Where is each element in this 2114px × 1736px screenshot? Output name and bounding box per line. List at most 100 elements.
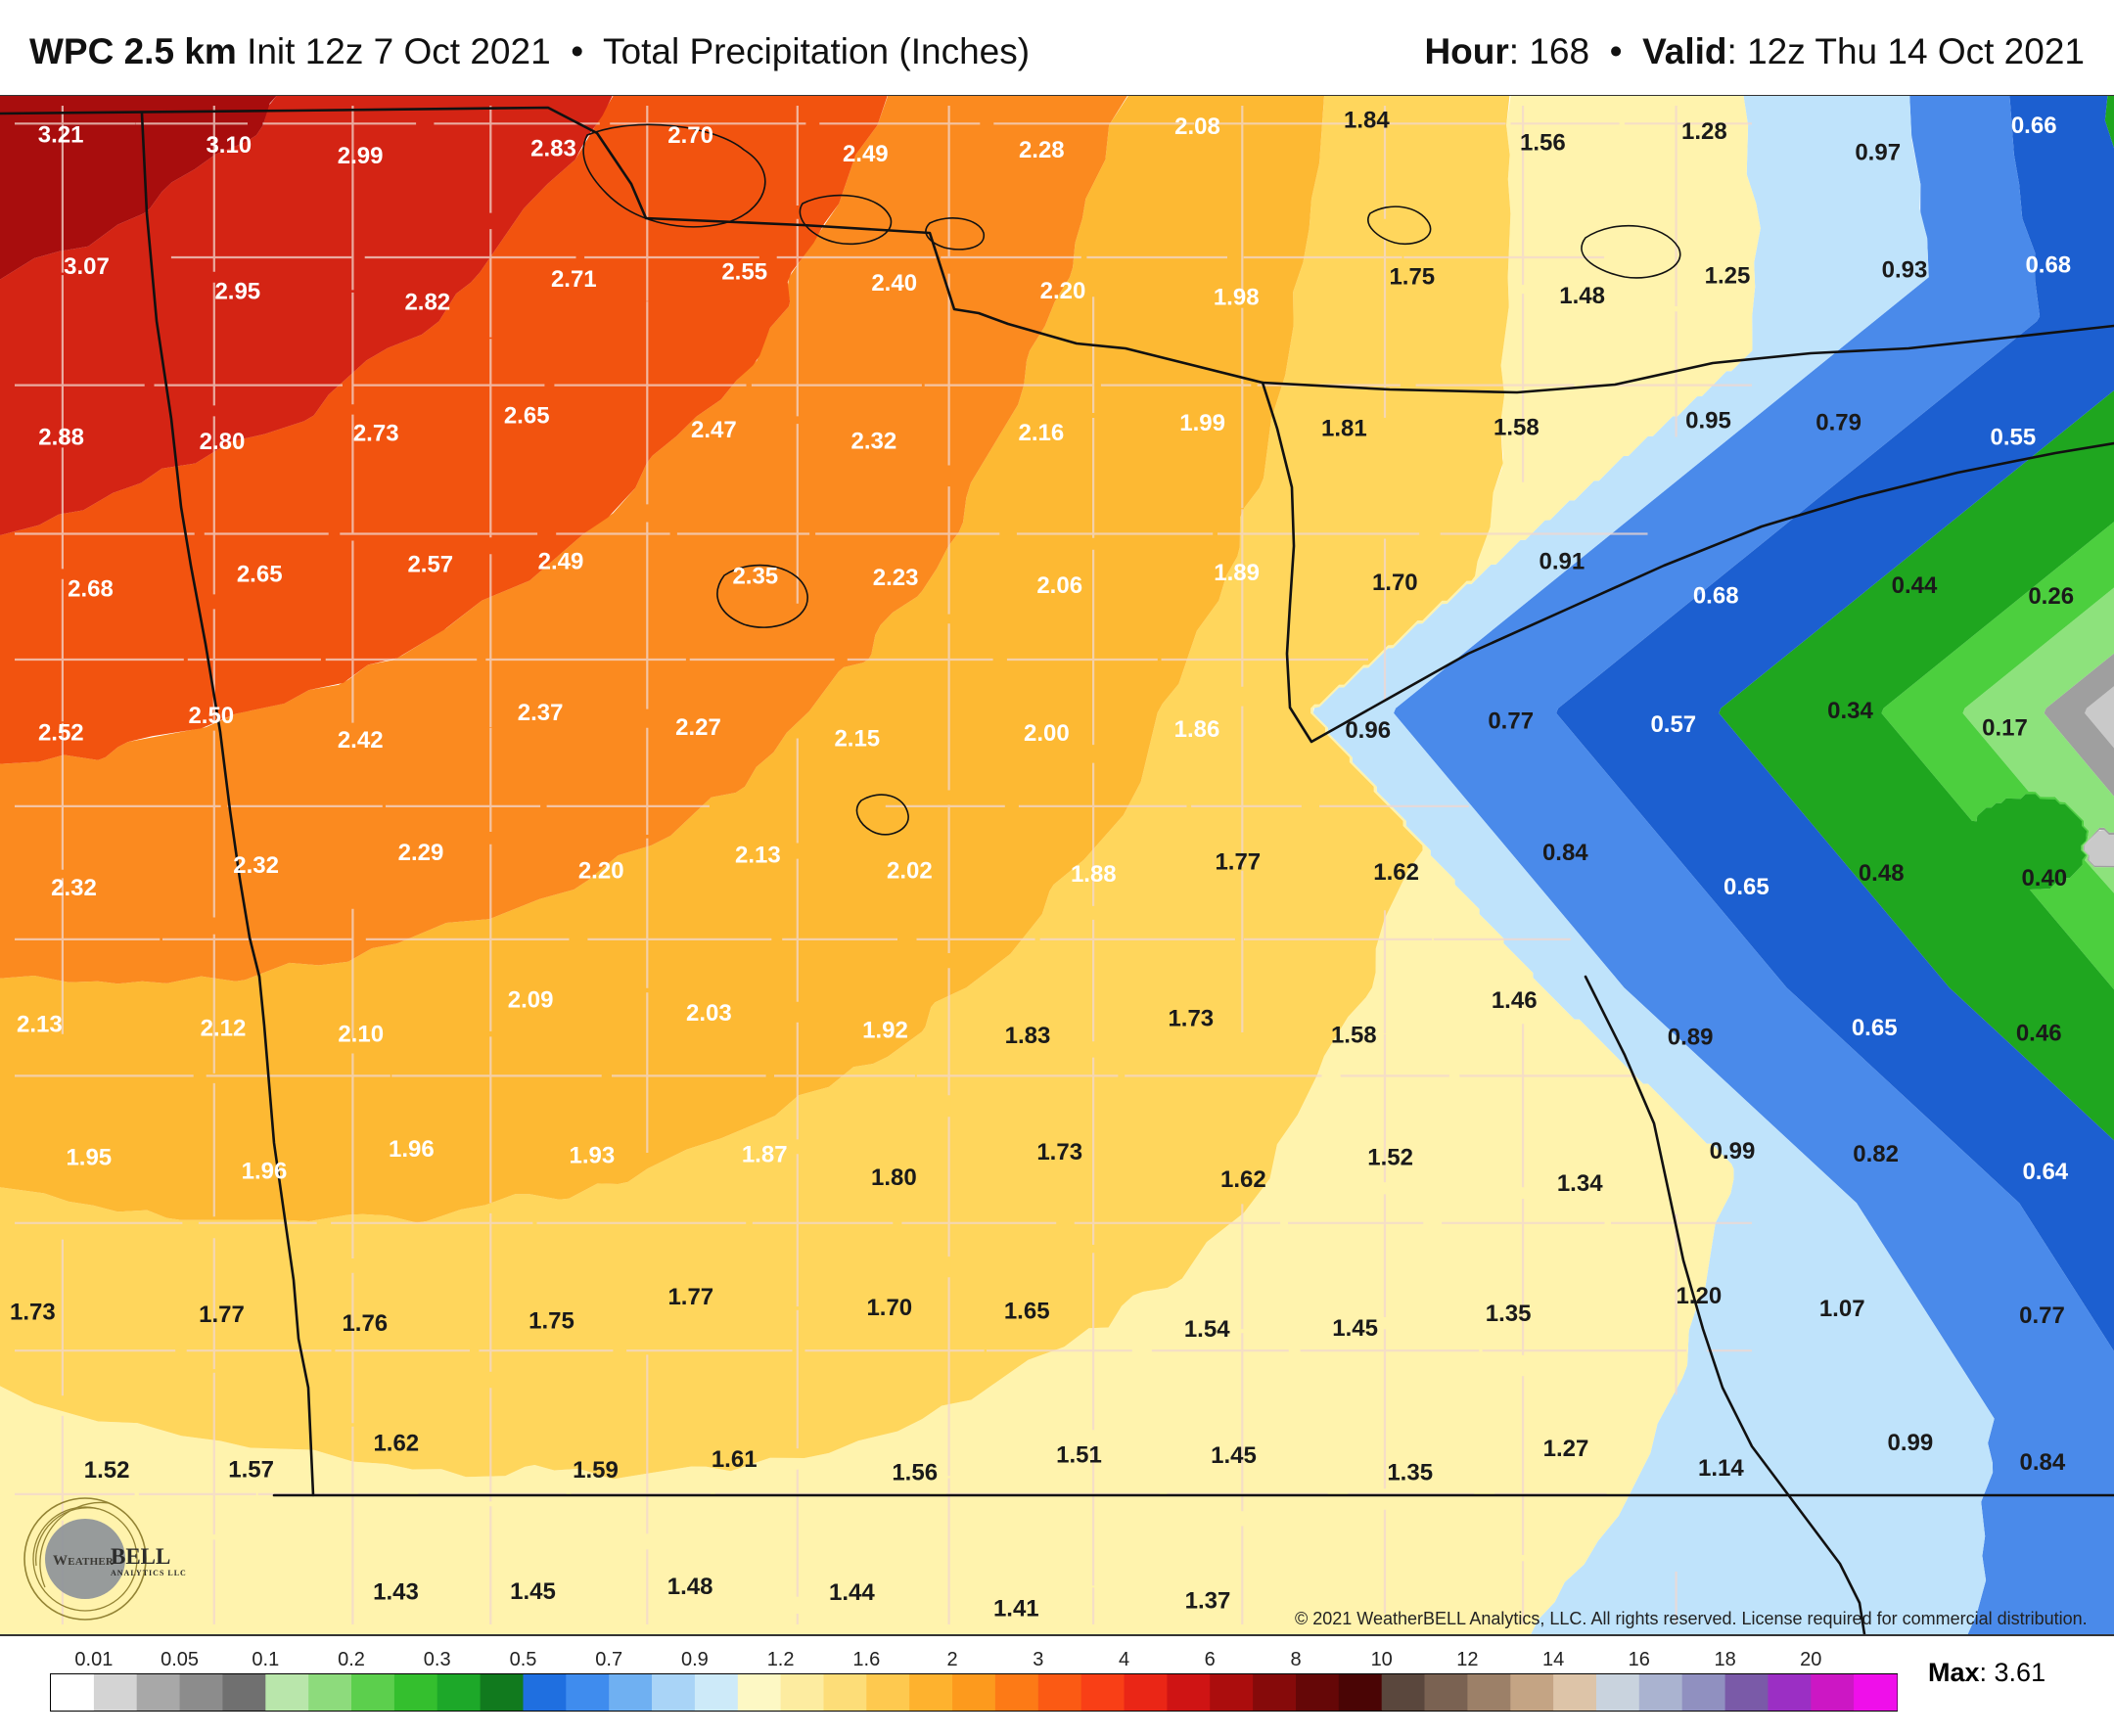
svg-text:2.06: 2.06 xyxy=(1036,572,1082,599)
svg-text:1.62: 1.62 xyxy=(1373,859,1419,886)
svg-text:1.77: 1.77 xyxy=(1215,849,1261,876)
svg-text:0.44: 0.44 xyxy=(1892,572,1938,599)
svg-text:1.70: 1.70 xyxy=(866,1295,912,1321)
svg-text:1.25: 1.25 xyxy=(1705,263,1751,290)
svg-text:16: 16 xyxy=(1629,1649,1650,1670)
svg-text:1.48: 1.48 xyxy=(1559,283,1605,309)
svg-text:1.88: 1.88 xyxy=(1071,861,1117,888)
svg-text:1.20: 1.20 xyxy=(1677,1283,1723,1309)
svg-text:2.28: 2.28 xyxy=(1019,137,1065,163)
svg-text:1.77: 1.77 xyxy=(199,1302,245,1328)
svg-text:1.41: 1.41 xyxy=(993,1596,1039,1622)
svg-text:1.45: 1.45 xyxy=(1211,1442,1257,1469)
svg-text:0.3: 0.3 xyxy=(424,1649,451,1670)
svg-text:2.35: 2.35 xyxy=(732,564,778,590)
svg-text:1.6: 1.6 xyxy=(852,1649,880,1670)
svg-text:1.28: 1.28 xyxy=(1681,118,1727,145)
svg-text:1.73: 1.73 xyxy=(1036,1139,1082,1165)
svg-text:2.09: 2.09 xyxy=(508,987,554,1014)
svg-text:2.70: 2.70 xyxy=(667,122,713,149)
svg-text:1.75: 1.75 xyxy=(528,1308,574,1335)
svg-text:2.68: 2.68 xyxy=(68,575,114,602)
svg-text:0.66: 0.66 xyxy=(2011,113,2057,139)
svg-text:0.65: 0.65 xyxy=(1852,1015,1898,1041)
svg-text:1.96: 1.96 xyxy=(242,1159,288,1185)
svg-text:2.20: 2.20 xyxy=(1040,278,1086,304)
svg-text:4: 4 xyxy=(1119,1649,1129,1670)
svg-text:6: 6 xyxy=(1205,1649,1216,1670)
svg-text:0.48: 0.48 xyxy=(1859,860,1905,887)
svg-text:1.07: 1.07 xyxy=(1819,1296,1865,1322)
svg-text:1.89: 1.89 xyxy=(1214,560,1260,586)
svg-text:18: 18 xyxy=(1714,1649,1735,1670)
svg-text:0.65: 0.65 xyxy=(1723,874,1769,900)
svg-text:2.49: 2.49 xyxy=(843,141,889,167)
svg-text:1.95: 1.95 xyxy=(66,1145,112,1171)
svg-text:1.51: 1.51 xyxy=(1056,1442,1102,1469)
svg-text:2.32: 2.32 xyxy=(233,852,279,879)
svg-text:0.68: 0.68 xyxy=(1693,583,1739,610)
svg-text:2.03: 2.03 xyxy=(686,1000,732,1027)
svg-text:BELL: BELL xyxy=(111,1544,170,1569)
svg-text:2.00: 2.00 xyxy=(1024,720,1070,747)
svg-text:1.83: 1.83 xyxy=(1005,1023,1051,1049)
svg-text:1.93: 1.93 xyxy=(570,1143,616,1169)
svg-text:1.44: 1.44 xyxy=(829,1579,875,1606)
svg-text:0.26: 0.26 xyxy=(2028,583,2074,610)
svg-text:1.81: 1.81 xyxy=(1321,416,1367,442)
svg-text:0.40: 0.40 xyxy=(2021,865,2067,891)
svg-text:Max: 3.61: Max: 3.61 xyxy=(1928,1658,2045,1687)
svg-text:WEATHER: WEATHER xyxy=(53,1553,115,1569)
svg-text:1.59: 1.59 xyxy=(573,1457,619,1484)
svg-text:2.65: 2.65 xyxy=(504,403,550,430)
svg-text:2.42: 2.42 xyxy=(338,727,384,754)
svg-text:1.65: 1.65 xyxy=(1004,1299,1050,1325)
svg-text:1.58: 1.58 xyxy=(1331,1022,1377,1048)
svg-text:1.76: 1.76 xyxy=(342,1310,388,1337)
svg-text:1.43: 1.43 xyxy=(373,1579,419,1606)
svg-text:0.84: 0.84 xyxy=(2020,1449,2066,1476)
svg-text:2.13: 2.13 xyxy=(17,1011,63,1037)
svg-text:2.16: 2.16 xyxy=(1019,420,1065,446)
svg-text:1.73: 1.73 xyxy=(1168,1006,1214,1032)
svg-text:1.52: 1.52 xyxy=(84,1457,130,1484)
svg-text:2.73: 2.73 xyxy=(353,421,399,447)
svg-text:1.14: 1.14 xyxy=(1698,1455,1744,1482)
svg-text:1.98: 1.98 xyxy=(1214,284,1260,310)
svg-text:ANALYTICS LLC: ANALYTICS LLC xyxy=(111,1569,187,1577)
svg-text:2: 2 xyxy=(947,1649,958,1670)
svg-text:1.73: 1.73 xyxy=(10,1299,56,1325)
svg-text:2.82: 2.82 xyxy=(404,290,450,316)
svg-text:1.84: 1.84 xyxy=(1344,108,1390,134)
svg-text:0.99: 0.99 xyxy=(1888,1430,1934,1456)
svg-text:0.95: 0.95 xyxy=(1685,407,1731,434)
svg-text:0.68: 0.68 xyxy=(2025,251,2071,278)
svg-text:0.93: 0.93 xyxy=(1882,257,1928,284)
svg-text:1.56: 1.56 xyxy=(892,1460,938,1486)
svg-text:0.9: 0.9 xyxy=(681,1649,709,1670)
svg-text:0.79: 0.79 xyxy=(1815,409,1861,435)
svg-text:1.27: 1.27 xyxy=(1543,1436,1589,1462)
svg-text:0.64: 0.64 xyxy=(2022,1159,2068,1185)
svg-text:0.57: 0.57 xyxy=(1650,711,1696,738)
svg-text:2.88: 2.88 xyxy=(38,425,84,451)
svg-text:0.99: 0.99 xyxy=(1710,1138,1756,1165)
svg-text:10: 10 xyxy=(1371,1649,1393,1670)
svg-text:2.55: 2.55 xyxy=(721,259,767,286)
svg-text:0.55: 0.55 xyxy=(1991,425,2037,451)
svg-text:1.87: 1.87 xyxy=(742,1142,788,1168)
svg-text:0.46: 0.46 xyxy=(2016,1021,2062,1047)
svg-text:1.57: 1.57 xyxy=(228,1456,274,1483)
svg-text:2.10: 2.10 xyxy=(338,1022,384,1048)
svg-text:2.80: 2.80 xyxy=(200,429,246,455)
svg-text:1.99: 1.99 xyxy=(1179,410,1225,436)
svg-text:1.35: 1.35 xyxy=(1387,1460,1433,1486)
svg-text:1.45: 1.45 xyxy=(1332,1315,1378,1342)
svg-text:2.02: 2.02 xyxy=(887,858,933,885)
svg-text:0.96: 0.96 xyxy=(1345,717,1391,744)
svg-text:0.77: 0.77 xyxy=(2019,1302,2065,1329)
svg-text:2.08: 2.08 xyxy=(1174,114,1220,140)
svg-text:0.01: 0.01 xyxy=(74,1649,113,1670)
svg-text:2.71: 2.71 xyxy=(551,266,597,293)
svg-text:2.65: 2.65 xyxy=(237,561,283,587)
